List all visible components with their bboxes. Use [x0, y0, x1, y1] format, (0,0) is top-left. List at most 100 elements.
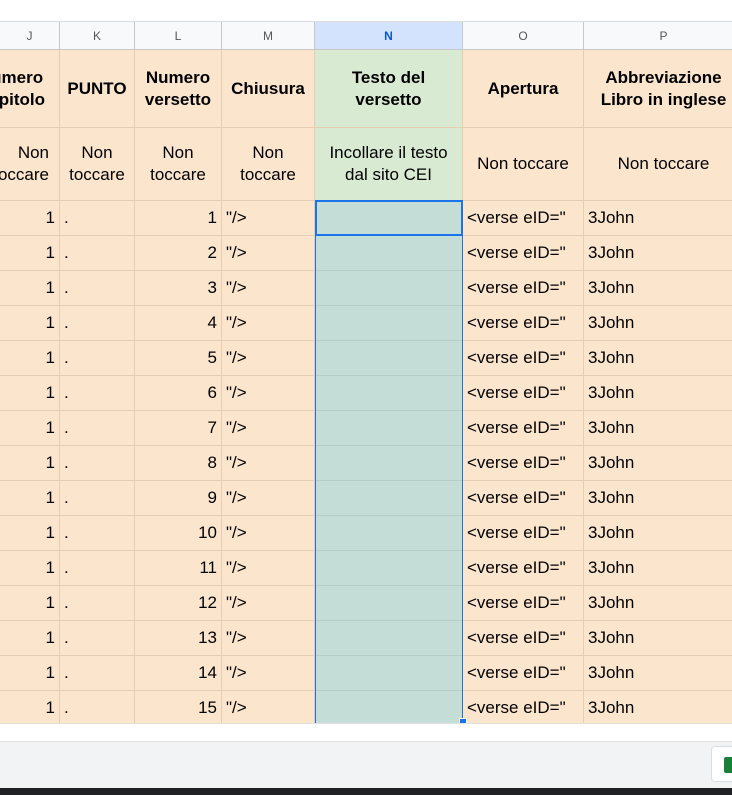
cell-m[interactable]: "/>	[222, 341, 315, 376]
cell-l[interactable]: 8	[135, 446, 222, 481]
cell-o[interactable]: <verse eID="	[463, 656, 584, 691]
cell-k[interactable]: .	[60, 551, 135, 586]
cell-j[interactable]: 1	[0, 376, 60, 411]
cell-p[interactable]: 3John	[584, 551, 732, 586]
column-header-l[interactable]: L	[135, 22, 222, 50]
cell-m[interactable]: "/>	[222, 691, 315, 723]
cell-j[interactable]: 1	[0, 201, 60, 236]
cell-j[interactable]: 1	[0, 551, 60, 586]
instruction-cell-n[interactable]: Incollare il testo dal sito CEI	[315, 128, 463, 201]
cell-n[interactable]	[315, 201, 463, 236]
cell-o[interactable]: <verse eID="	[463, 271, 584, 306]
cell-k[interactable]: .	[60, 201, 135, 236]
cell-o[interactable]: <verse eID="	[463, 691, 584, 723]
cell-l[interactable]: 7	[135, 411, 222, 446]
cell-m[interactable]: "/>	[222, 656, 315, 691]
cell-n[interactable]	[315, 376, 463, 411]
cell-k[interactable]: .	[60, 621, 135, 656]
header-cell-l[interactable]: Numero versetto	[135, 50, 222, 128]
cell-m[interactable]: "/>	[222, 586, 315, 621]
cell-n[interactable]	[315, 586, 463, 621]
cell-p[interactable]: 3John	[584, 236, 732, 271]
cell-m[interactable]: "/>	[222, 306, 315, 341]
instruction-cell-p[interactable]: Non toccare	[584, 128, 732, 201]
cell-o[interactable]: <verse eID="	[463, 446, 584, 481]
column-header-o[interactable]: O	[463, 22, 584, 50]
cell-n[interactable]	[315, 481, 463, 516]
cell-n[interactable]	[315, 446, 463, 481]
add-sheet-button[interactable]	[711, 746, 732, 782]
cell-o[interactable]: <verse eID="	[463, 236, 584, 271]
header-cell-k[interactable]: PUNTO	[60, 50, 135, 128]
cell-n[interactable]	[315, 656, 463, 691]
cell-n[interactable]	[315, 306, 463, 341]
cell-k[interactable]: .	[60, 586, 135, 621]
cell-j[interactable]: 1	[0, 621, 60, 656]
cell-k[interactable]: .	[60, 341, 135, 376]
cell-m[interactable]: "/>	[222, 446, 315, 481]
cell-p[interactable]: 3John	[584, 271, 732, 306]
column-header-j[interactable]: J	[0, 22, 60, 50]
cell-k[interactable]: .	[60, 376, 135, 411]
cell-j[interactable]: 1	[0, 236, 60, 271]
cell-j[interactable]: 1	[0, 656, 60, 691]
cell-o[interactable]: <verse eID="	[463, 306, 584, 341]
cell-j[interactable]: 1	[0, 481, 60, 516]
cell-n[interactable]	[315, 341, 463, 376]
cell-k[interactable]: .	[60, 411, 135, 446]
cell-o[interactable]: <verse eID="	[463, 481, 584, 516]
cell-p[interactable]: 3John	[584, 481, 732, 516]
cell-l[interactable]: 11	[135, 551, 222, 586]
cell-o[interactable]: <verse eID="	[463, 341, 584, 376]
cell-o[interactable]: <verse eID="	[463, 376, 584, 411]
cell-n[interactable]	[315, 271, 463, 306]
instruction-cell-o[interactable]: Non toccare	[463, 128, 584, 201]
instruction-cell-j[interactable]: Non toccare	[0, 128, 60, 201]
cell-n[interactable]	[315, 236, 463, 271]
instruction-cell-k[interactable]: Non toccare	[60, 128, 135, 201]
cell-m[interactable]: "/>	[222, 271, 315, 306]
cell-k[interactable]: .	[60, 306, 135, 341]
cell-m[interactable]: "/>	[222, 236, 315, 271]
cell-k[interactable]: .	[60, 271, 135, 306]
instruction-cell-m[interactable]: Non toccare	[222, 128, 315, 201]
cell-m[interactable]: "/>	[222, 551, 315, 586]
cell-o[interactable]: <verse eID="	[463, 621, 584, 656]
cell-m[interactable]: "/>	[222, 411, 315, 446]
cell-l[interactable]: 9	[135, 481, 222, 516]
cell-o[interactable]: <verse eID="	[463, 551, 584, 586]
cell-n[interactable]	[315, 621, 463, 656]
cell-m[interactable]: "/>	[222, 621, 315, 656]
cell-l[interactable]: 4	[135, 306, 222, 341]
cell-l[interactable]: 13	[135, 621, 222, 656]
cell-k[interactable]: .	[60, 691, 135, 723]
cell-l[interactable]: 15	[135, 691, 222, 723]
cell-k[interactable]: .	[60, 481, 135, 516]
fill-handle[interactable]	[459, 718, 467, 723]
cell-m[interactable]: "/>	[222, 481, 315, 516]
header-cell-o[interactable]: Apertura	[463, 50, 584, 128]
cell-j[interactable]: 1	[0, 516, 60, 551]
cell-n[interactable]	[315, 691, 463, 723]
cell-l[interactable]: 12	[135, 586, 222, 621]
header-cell-n[interactable]: Testo del versetto	[315, 50, 463, 128]
cell-k[interactable]: .	[60, 446, 135, 481]
cell-o[interactable]: <verse eID="	[463, 201, 584, 236]
cell-p[interactable]: 3John	[584, 201, 732, 236]
cell-l[interactable]: 6	[135, 376, 222, 411]
cell-j[interactable]: 1	[0, 691, 60, 723]
header-cell-m[interactable]: Chiusura	[222, 50, 315, 128]
cell-o[interactable]: <verse eID="	[463, 411, 584, 446]
cell-j[interactable]: 1	[0, 586, 60, 621]
column-header-m[interactable]: M	[222, 22, 315, 50]
cell-m[interactable]: "/>	[222, 201, 315, 236]
horizontal-scrollbar[interactable]	[0, 723, 732, 742]
cell-p[interactable]: 3John	[584, 621, 732, 656]
cell-o[interactable]: <verse eID="	[463, 516, 584, 551]
cell-k[interactable]: .	[60, 236, 135, 271]
cell-p[interactable]: 3John	[584, 691, 732, 723]
cell-p[interactable]: 3John	[584, 376, 732, 411]
cell-p[interactable]: 3John	[584, 656, 732, 691]
cell-l[interactable]: 5	[135, 341, 222, 376]
